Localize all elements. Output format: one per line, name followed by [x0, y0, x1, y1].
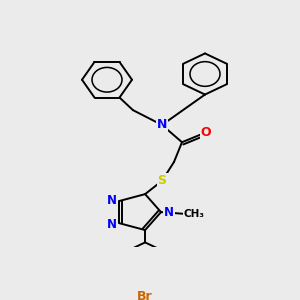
Text: N: N	[157, 118, 167, 131]
Text: S: S	[158, 174, 166, 188]
Text: N: N	[106, 194, 116, 207]
Text: O: O	[201, 126, 211, 139]
Text: N: N	[106, 218, 116, 230]
Text: Br: Br	[137, 290, 153, 300]
Text: N: N	[164, 206, 174, 219]
Text: CH₃: CH₃	[184, 209, 205, 219]
